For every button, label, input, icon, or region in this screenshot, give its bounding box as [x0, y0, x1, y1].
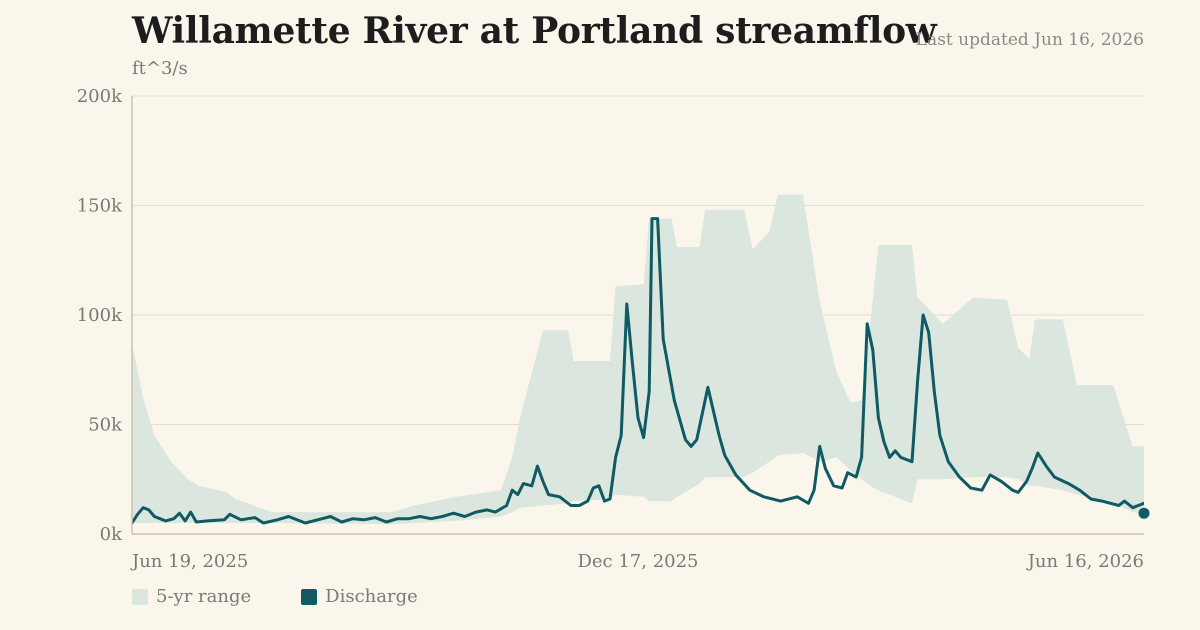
legend-label-range: 5-yr range	[156, 586, 252, 607]
legend-swatch-discharge	[301, 588, 318, 605]
legend: 5-yr range Discharge	[132, 586, 468, 607]
discharge-line-layer	[132, 217, 1144, 525]
y-tick-label: 150k	[77, 196, 123, 217]
discharge-line	[132, 217, 1144, 525]
axes: Jun 19, 2025 Dec 17, 2025 Jun 16, 2026	[130, 96, 1144, 572]
legend-swatch-range	[132, 588, 148, 605]
legend-item-discharge: Discharge	[301, 586, 418, 607]
y-axis-unit-label: ft^3/s	[132, 58, 188, 79]
chart-title: Willamette River at Portland streamflow	[132, 10, 937, 52]
x-tick-label: Dec 17, 2025	[577, 551, 698, 572]
legend-label-discharge: Discharge	[325, 586, 418, 607]
x-tick-label: Jun 19, 2025	[130, 551, 248, 572]
range-band-layer	[132, 194, 1144, 525]
y-tick-label: 100k	[77, 305, 123, 326]
y-tick-label: 50k	[88, 415, 123, 436]
last-updated-label: Last updated Jun 16, 2026	[915, 30, 1144, 50]
y-tick-label: 200k	[77, 86, 123, 107]
range-band	[132, 194, 1144, 525]
y-tick-label: 0k	[100, 524, 123, 545]
latest-value-marker	[1138, 507, 1150, 519]
x-tick-label: Jun 16, 2026	[1026, 551, 1144, 572]
legend-item-range: 5-yr range	[132, 586, 251, 607]
